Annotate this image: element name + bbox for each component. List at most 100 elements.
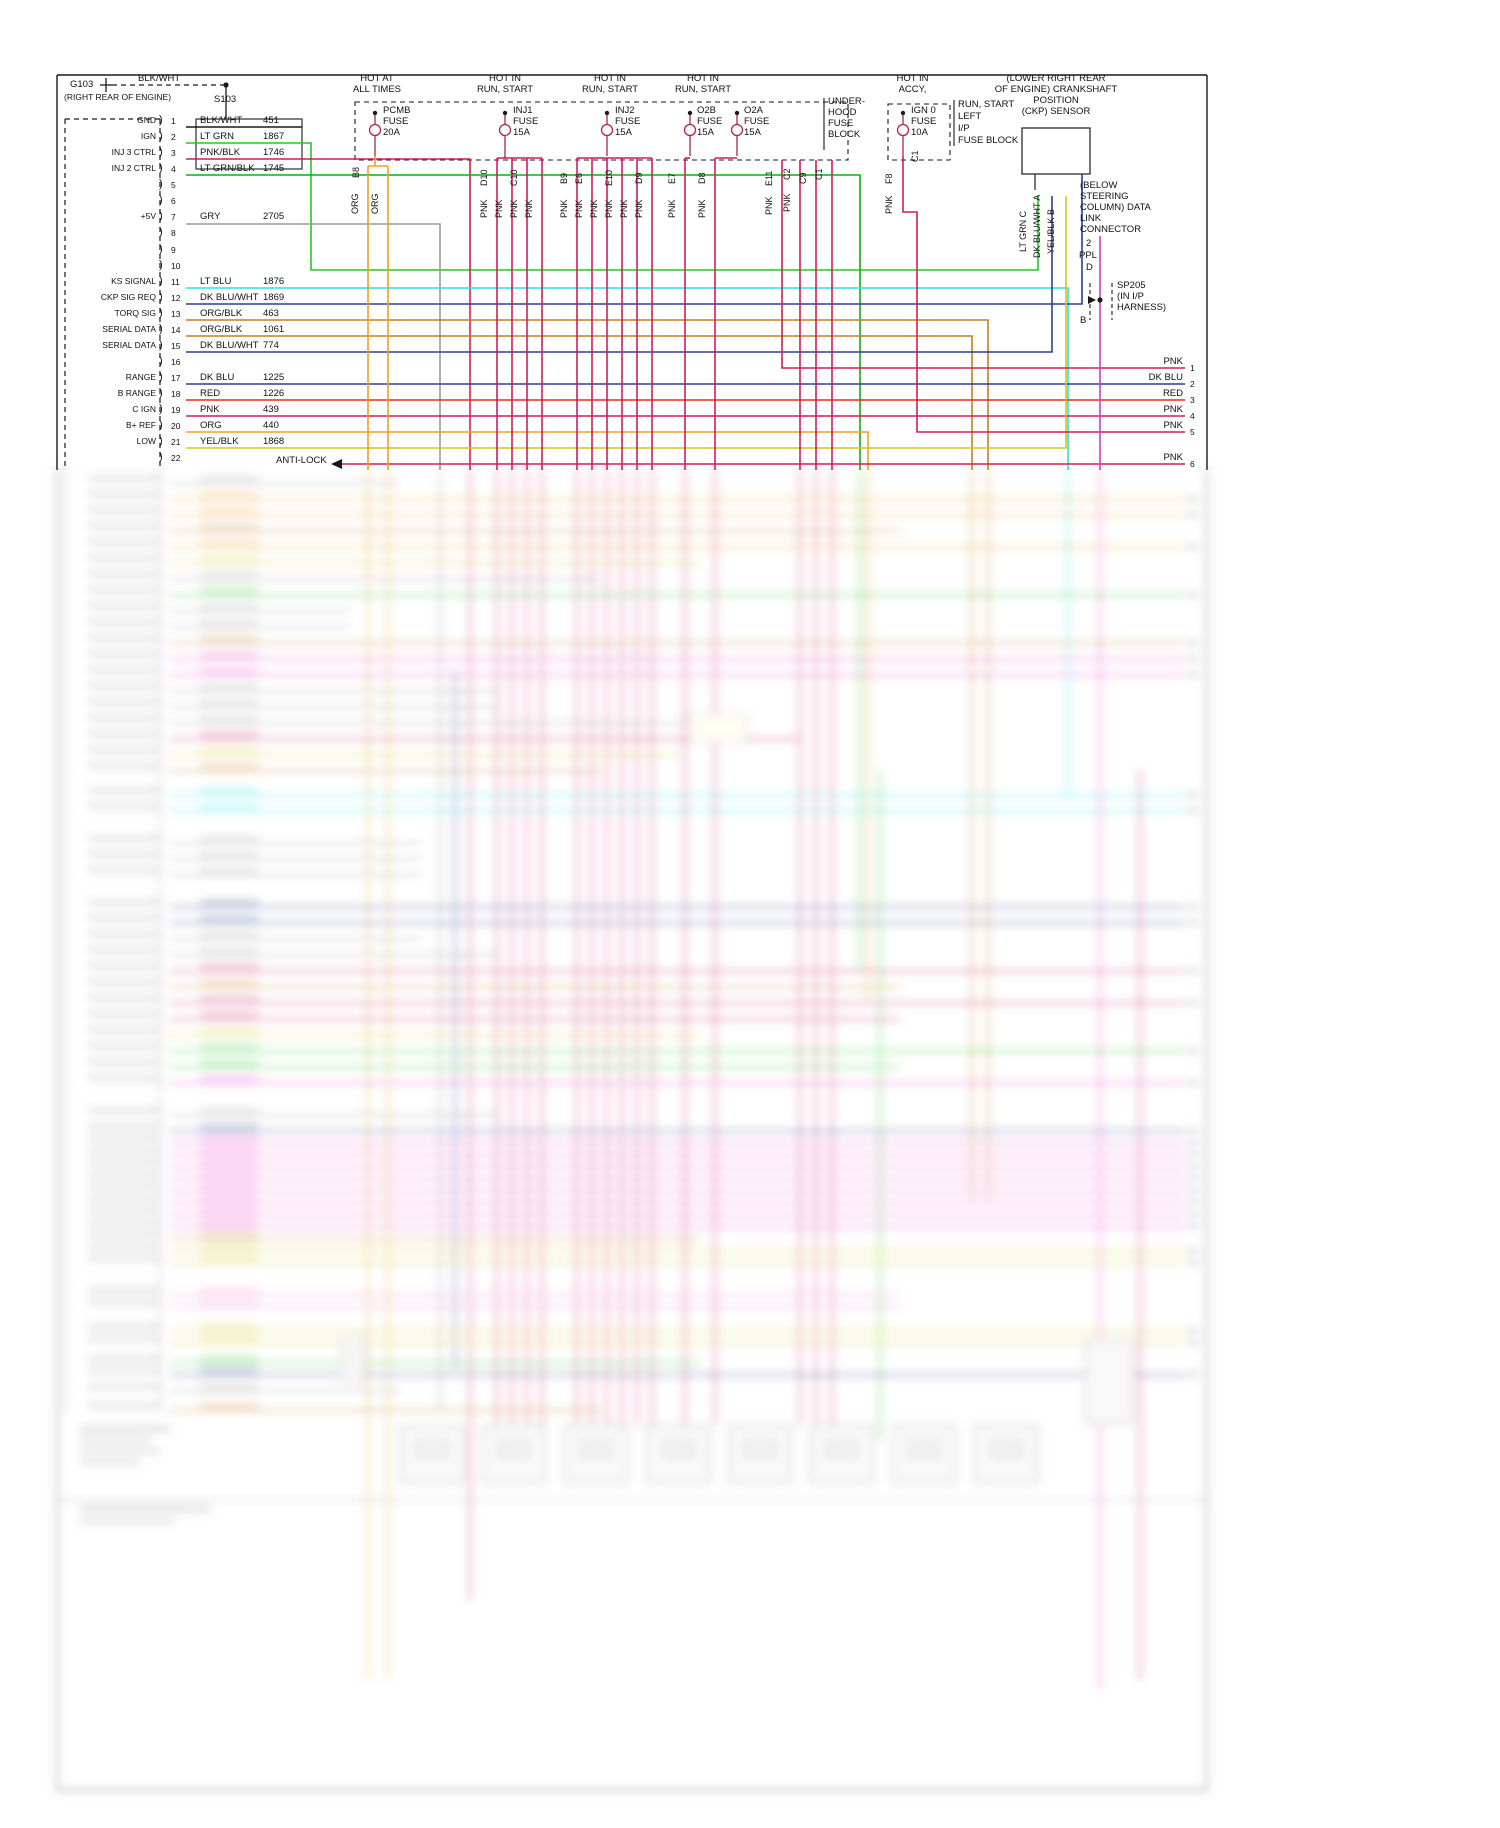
edge-wire-color: PNK <box>1163 452 1183 463</box>
edge-wire-number: 4 <box>1190 411 1195 421</box>
pin-wire-color: LT GRN <box>200 131 234 143</box>
pin-wire-color: DK BLU/WHT <box>200 339 259 351</box>
fuse-word: FUSE <box>911 116 937 127</box>
pin-circuit-number: 774 <box>263 339 279 351</box>
fuse-block-outlines <box>354 98 955 161</box>
pin-number: 2 <box>171 132 176 143</box>
pin-number: 22 <box>171 453 181 464</box>
pin-wire-color: YEL/BLK <box>200 436 239 448</box>
terminal-label: PNK <box>884 195 894 214</box>
pin-number: 19 <box>171 405 181 416</box>
pin-signal-label: B RANGE <box>117 388 156 399</box>
pin-signal-label: +5V <box>140 211 156 222</box>
edge-wire-color: DK BLU <box>1148 372 1183 383</box>
fuse-word: FUSE <box>744 116 770 127</box>
sp205-dot <box>1097 297 1103 303</box>
ground-splice-wiring <box>100 78 227 119</box>
pin-wire-color: PNK <box>200 404 220 416</box>
sp205-caption: HARNESS) <box>1117 302 1167 313</box>
anti-lock-arrow-icon <box>331 459 342 469</box>
edge-wire-number: 1 <box>1190 363 1195 373</box>
pin-signal-label: KS SIGNAL <box>111 275 156 286</box>
ip-block-label: LEFT <box>958 111 982 122</box>
terminal-label: E6 <box>574 172 584 184</box>
terminal-label: D9 <box>634 172 644 184</box>
pin-bracket: ) <box>159 146 163 159</box>
terminal-label: DK BLU/WHT A <box>1032 194 1042 258</box>
pin-signal-label: RANGE <box>125 372 156 383</box>
wiring-diagram-lines <box>56 74 1208 470</box>
pin-circuit-number: 451 <box>263 115 279 126</box>
fuse-header: HOT IN <box>686 73 720 84</box>
pin-number: 21 <box>171 437 181 448</box>
edge-wire-number: 3 <box>1190 395 1195 405</box>
terminal-label: F8 <box>884 173 894 184</box>
pin-bracket: ) <box>159 290 163 303</box>
pin-signal-label: SERIAL DATA <box>102 323 156 334</box>
terminal-label: PNK <box>697 199 707 218</box>
anti-lock-label: ANTI-LOCK <box>276 455 327 466</box>
pin-circuit-number: 439 <box>263 404 279 416</box>
ckp-caption: (LOWER RIGHT REAR <box>1006 73 1106 84</box>
underhood-block-label: UNDER- <box>828 96 865 107</box>
fuse-header: HOT IN <box>488 73 522 84</box>
pin-bracket: ) <box>159 242 163 255</box>
terminal-label: PNK <box>559 199 569 218</box>
terminal-label: PNK <box>524 199 534 218</box>
underhood-block-label: HOOD <box>828 107 857 118</box>
pin-bracket: ) <box>159 355 163 368</box>
ckp-caption: OF ENGINE) CRANKSHAFT <box>994 84 1118 95</box>
pin-circuit-number: 1869 <box>263 291 285 303</box>
terminal-label: B9 <box>559 172 569 184</box>
pin-circuit-number: 1225 <box>263 372 285 384</box>
terminal-label: PNK <box>494 199 504 218</box>
pin-signal-label: SERIAL DATA <box>102 339 156 350</box>
pin-bracket: ) <box>159 226 163 239</box>
pin-number: 18 <box>171 389 181 400</box>
terminal-label: PNK <box>619 199 629 218</box>
pin-bracket: ) <box>159 435 163 448</box>
sp205-caption: (IN I/P <box>1117 291 1144 302</box>
terminal-label: PNK <box>634 199 644 218</box>
ip-block-label: I/P <box>958 123 970 134</box>
terminal-label: E10 <box>604 169 614 186</box>
pin-bracket: ) <box>159 274 163 287</box>
edge-wire-number: 6 <box>1190 459 1195 469</box>
edge-wire-color: RED <box>1162 388 1183 399</box>
dlc-pin-d: D <box>1086 262 1093 273</box>
terminal-label: PNK <box>589 199 599 218</box>
fuse-header: HOT IN <box>896 73 929 84</box>
edge-wire-color: PNK <box>1163 404 1183 415</box>
dlc-caption: CONNECTOR <box>1080 224 1142 235</box>
fuse-rating: 15A <box>697 127 714 138</box>
terminal-label: YEL/BLK B <box>1046 208 1056 254</box>
edge-wire-color: PNK <box>1163 420 1183 431</box>
pin-bracket: ) <box>159 403 163 416</box>
diagram-border <box>56 74 1208 470</box>
pin-number: 5 <box>171 180 176 191</box>
pin-number: 16 <box>171 357 181 368</box>
pin-bracket: ) <box>159 130 163 143</box>
sp205-pin: B <box>1080 315 1087 326</box>
pin-wire-color: BLK/WHT <box>200 115 243 126</box>
pin-wire-color: DK BLU <box>200 372 235 384</box>
blurred-lower-diagram <box>0 470 1500 1828</box>
pin-circuit-number: 1226 <box>263 388 285 400</box>
pin-bracket: ) <box>159 387 163 400</box>
ppl-wire-label: PPL <box>1079 250 1097 261</box>
fuse-header: HOT IN <box>593 73 627 84</box>
pin-number: 13 <box>171 308 181 319</box>
fuse-header: RUN, START <box>581 84 639 95</box>
pin-circuit-number: 1746 <box>263 147 285 159</box>
terminal-label: C2 <box>782 168 792 180</box>
pin-number: 6 <box>171 196 176 207</box>
pin-bracket: ) <box>159 419 163 432</box>
fuse-rating: 20A <box>383 127 400 138</box>
terminal-label: PNK <box>764 196 774 215</box>
terminal-label: PNK <box>479 199 489 218</box>
pin-wire-color: ORG <box>200 420 222 432</box>
dlc-caption: STEERING <box>1080 191 1129 202</box>
pin-signal-label: C IGN <box>132 404 156 415</box>
pin-bracket: ) <box>159 194 163 207</box>
